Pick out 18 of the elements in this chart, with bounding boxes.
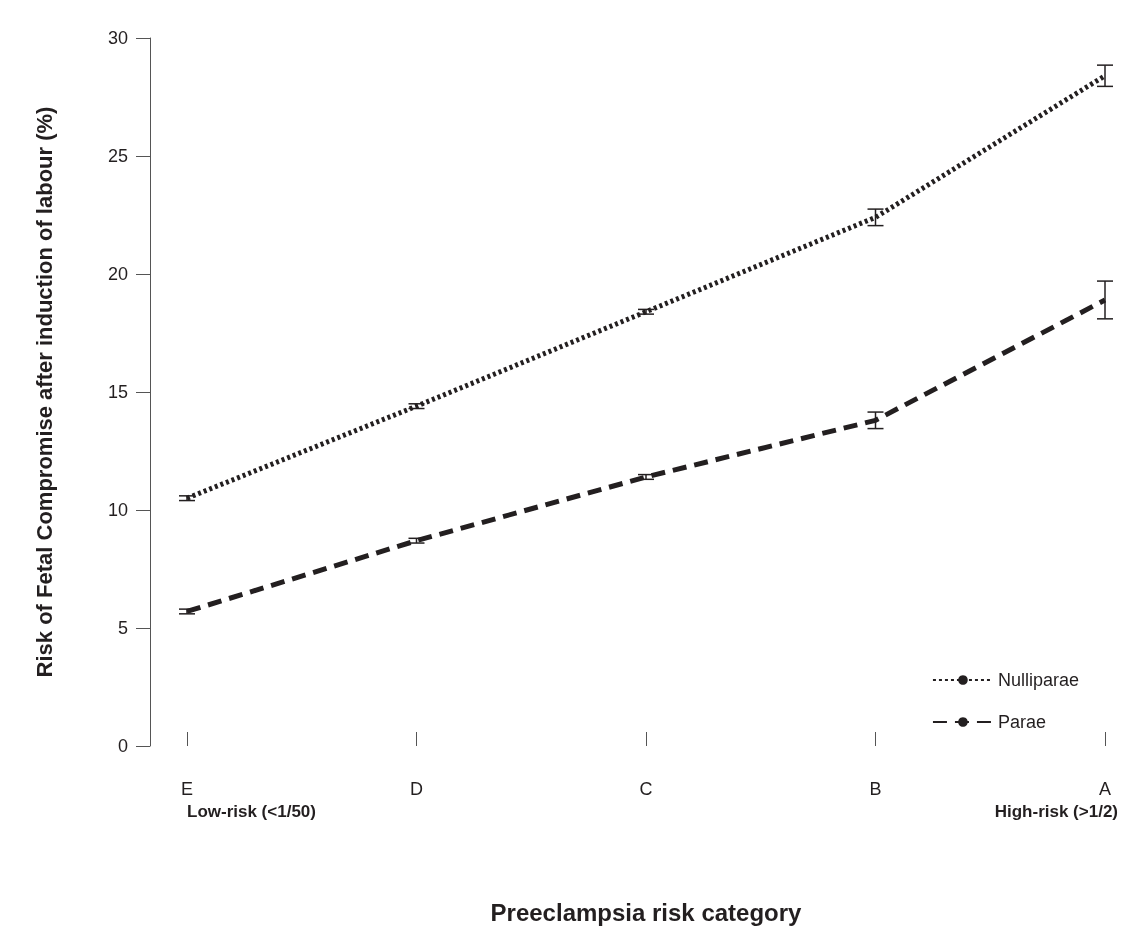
x-tick-label: A: [1098, 779, 1112, 799]
text: Low-risk (<1/50): [187, 802, 316, 821]
y-tick-label: 25: [107, 146, 128, 166]
y-tick-label: 15: [107, 382, 128, 402]
x-tick-label: E: [180, 779, 194, 799]
y-tick-label: 30: [107, 28, 128, 48]
y-tick-label: 5: [117, 618, 128, 638]
y-tick-label: 20: [107, 264, 128, 284]
y-tick-label: 0: [117, 736, 128, 756]
x-tick-label: D: [410, 779, 423, 799]
x-axis-title: Preeclampsia risk category: [490, 898, 803, 926]
legend-label: Parae: [997, 712, 1046, 732]
x-tick-label: C: [639, 779, 653, 799]
x-tick-label: B: [869, 779, 882, 799]
text: High-risk (>1/2): [994, 802, 1119, 821]
y-tick-label: 10: [107, 500, 128, 520]
legend-label: Nulliparae: [997, 670, 1079, 690]
y-axis-title: Risk of Fetal Compromise after induction of labour (%): [31, 106, 57, 678]
